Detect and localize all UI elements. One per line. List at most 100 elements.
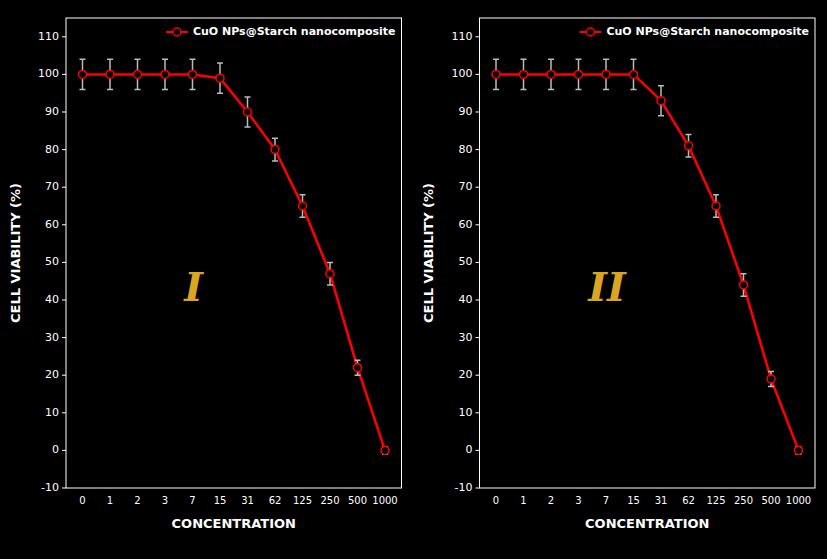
data-point <box>602 70 610 78</box>
error-bar <box>603 59 609 89</box>
y-tick-label: 100 <box>452 67 473 80</box>
legend-marker <box>173 28 181 36</box>
error-bar <box>576 59 582 89</box>
y-tick-label: 50 <box>45 255 59 268</box>
plot-frame <box>66 18 402 488</box>
y-tick <box>476 36 480 37</box>
x-tick-label: 0 <box>79 495 85 506</box>
x-tick-label: 125 <box>293 495 312 506</box>
series-line <box>83 74 386 450</box>
y-tick <box>62 224 66 225</box>
data-point <box>712 202 720 210</box>
y-axis-label: CELL VIABILITY (%) <box>8 183 23 323</box>
data-point <box>106 70 114 78</box>
error-bar <box>107 59 113 89</box>
x-tick-label: 15 <box>627 495 640 506</box>
data-point <box>795 446 803 454</box>
x-tick-label: 31 <box>241 495 254 506</box>
y-tick-label: 70 <box>459 180 473 193</box>
plot-area <box>492 59 803 454</box>
error-bar <box>355 360 361 375</box>
error-bar <box>631 59 637 89</box>
y-tick-label: 110 <box>38 30 59 43</box>
x-tick-label: 7 <box>189 495 195 506</box>
x-tick-label: 1 <box>107 495 113 506</box>
chart: -100102030405060708090100110012371531621… <box>0 0 827 559</box>
error-bar <box>135 59 141 89</box>
y-tick-label: 80 <box>459 143 473 156</box>
x-axis-label: CONCENTRATION <box>172 516 296 531</box>
y-tick <box>476 300 480 301</box>
y-tick-label: 50 <box>459 255 473 268</box>
y-tick-label: -10 <box>41 481 59 494</box>
y-tick <box>62 337 66 338</box>
x-tick-label: 62 <box>682 495 695 506</box>
y-tick <box>62 112 66 113</box>
y-tick <box>62 300 66 301</box>
data-point <box>244 108 252 116</box>
error-bar <box>686 135 692 158</box>
panel: -100102030405060708090100110012371531621… <box>8 18 402 531</box>
y-tick-label: -10 <box>455 481 473 494</box>
y-tick-label: 10 <box>459 406 473 419</box>
data-point <box>354 364 362 372</box>
x-tick-label: 250 <box>320 495 339 506</box>
y-tick-label: 40 <box>459 293 473 306</box>
y-tick <box>476 224 480 225</box>
y-tick <box>476 337 480 338</box>
y-tick-label: 90 <box>45 105 59 118</box>
error-bar <box>658 86 664 116</box>
y-tick-label: 90 <box>459 105 473 118</box>
error-bar <box>245 97 251 127</box>
legend: CuO NPs@Starch nanocomposite <box>579 25 809 38</box>
error-bar <box>548 59 554 89</box>
y-tick-label: 10 <box>45 406 59 419</box>
legend: CuO NPs@Starch nanocomposite <box>166 25 396 38</box>
x-tick-label: 2 <box>134 495 140 506</box>
x-tick-label: 3 <box>162 495 168 506</box>
data-point <box>630 70 638 78</box>
plot-area <box>79 59 390 454</box>
y-tick-label: 30 <box>459 331 473 344</box>
y-tick <box>62 450 66 451</box>
x-tick-label: 1000 <box>372 495 397 506</box>
annotation: I <box>183 263 204 310</box>
y-tick <box>476 187 480 188</box>
x-tick-label: 31 <box>655 495 668 506</box>
data-point <box>326 270 334 278</box>
error-bar <box>382 447 388 455</box>
panel: -100102030405060708090100110012371531621… <box>421 18 815 531</box>
x-tick-label: 3 <box>575 495 581 506</box>
error-bar <box>521 59 527 89</box>
data-point <box>161 70 169 78</box>
x-tick-label: 2 <box>548 495 554 506</box>
y-tick <box>62 488 66 489</box>
y-tick <box>62 375 66 376</box>
y-tick <box>62 187 66 188</box>
error-bar <box>327 262 333 285</box>
x-tick-label: 500 <box>761 495 780 506</box>
data-point <box>767 375 775 383</box>
error-bar <box>162 59 168 89</box>
y-tick <box>62 412 66 413</box>
y-tick <box>476 74 480 75</box>
y-tick <box>476 450 480 451</box>
data-point <box>575 70 583 78</box>
y-tick <box>62 74 66 75</box>
data-point <box>216 74 224 82</box>
error-bar <box>80 59 86 89</box>
x-tick-label: 15 <box>214 495 227 506</box>
y-tick <box>476 375 480 376</box>
error-bar <box>741 274 747 297</box>
error-bar <box>493 59 499 89</box>
y-tick <box>62 262 66 263</box>
data-point <box>134 70 142 78</box>
x-tick-label: 0 <box>493 495 499 506</box>
x-tick-label: 1 <box>520 495 526 506</box>
y-tick-label: 60 <box>45 218 59 231</box>
y-tick-label: 0 <box>52 443 59 456</box>
y-tick-label: 80 <box>45 143 59 156</box>
y-tick-label: 100 <box>38 67 59 80</box>
legend-label: CuO NPs@Starch nanocomposite <box>606 25 809 38</box>
x-tick-label: 500 <box>348 495 367 506</box>
